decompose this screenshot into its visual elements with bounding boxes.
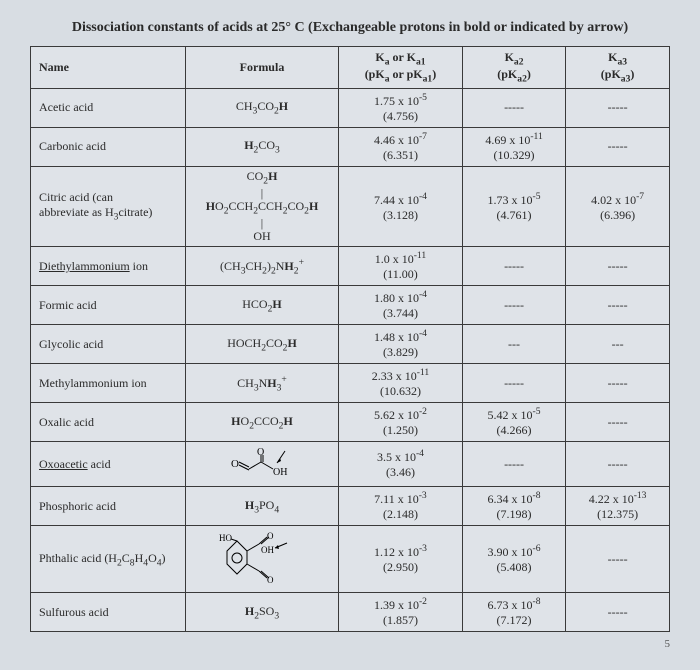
cell-ka1: 2.33 x 10-11(10.632) bbox=[339, 364, 463, 403]
cell-ka3: ----- bbox=[566, 127, 670, 166]
cell-ka1: 4.46 x 10-7(6.351) bbox=[339, 127, 463, 166]
cell-formula: H2SO3 bbox=[186, 593, 339, 632]
cell-ka3: ----- bbox=[566, 247, 670, 286]
cell-ka1: 1.0 x 10-11(11.00) bbox=[339, 247, 463, 286]
cell-ka3: ----- bbox=[566, 286, 670, 325]
cell-name: Formic acid bbox=[31, 286, 186, 325]
cell-ka2: 3.90 x 10-6(5.408) bbox=[462, 526, 565, 593]
table-header-row: Name Formula Ka or Ka1(pKa or pKa1) Ka2(… bbox=[31, 47, 670, 89]
cell-ka1: 1.39 x 10-2(1.857) bbox=[339, 593, 463, 632]
cell-ka1: 1.12 x 10-3(2.950) bbox=[339, 526, 463, 593]
cell-formula: HO2CCO2H bbox=[186, 403, 339, 442]
cell-name: Phthalic acid (H2C8H4O4) bbox=[31, 526, 186, 593]
cell-ka2: 6.34 x 10-8(7.198) bbox=[462, 487, 565, 526]
cell-ka1: 1.75 x 10-5(4.756) bbox=[339, 88, 463, 127]
cell-name: Acetic acid bbox=[31, 88, 186, 127]
svg-text:O: O bbox=[267, 531, 274, 541]
cell-formula: CO2H|HO2CCH2CCH2CO2H|OH bbox=[186, 166, 339, 246]
cell-ka1: 5.62 x 10-2(1.250) bbox=[339, 403, 463, 442]
cell-name: Carbonic acid bbox=[31, 127, 186, 166]
cell-formula: H3PO4 bbox=[186, 487, 339, 526]
cell-formula: O OH O HO bbox=[186, 526, 339, 593]
cell-name: Phosphoric acid bbox=[31, 487, 186, 526]
cell-formula: HOCH2CO2H bbox=[186, 325, 339, 364]
cell-ka3: ----- bbox=[566, 442, 670, 487]
page-number: 5 bbox=[30, 638, 670, 650]
cell-ka1: 7.11 x 10-3(2.148) bbox=[339, 487, 463, 526]
table-row: Methylammonium ion CH3NH3+ 2.33 x 10-11(… bbox=[31, 364, 670, 403]
cell-formula: CH3NH3+ bbox=[186, 364, 339, 403]
svg-text:OH: OH bbox=[273, 467, 287, 478]
cell-ka2: 6.73 x 10-8(7.172) bbox=[462, 593, 565, 632]
table-row: Sulfurous acid H2SO3 1.39 x 10-2(1.857) … bbox=[31, 593, 670, 632]
cell-name: Oxalic acid bbox=[31, 403, 186, 442]
col-ka2: Ka2(pKa2) bbox=[462, 47, 565, 89]
cell-ka3: ----- bbox=[566, 364, 670, 403]
cell-ka3: ----- bbox=[566, 526, 670, 593]
svg-text:O: O bbox=[231, 458, 239, 470]
cell-formula: HCO2H bbox=[186, 286, 339, 325]
cell-ka2: 4.69 x 10-11(10.329) bbox=[462, 127, 565, 166]
cell-formula: (CH3CH2)2NH2+ bbox=[186, 247, 339, 286]
table-row: Oxoacetic acid O O OH 3.5 x 10-4(3.46) -… bbox=[31, 442, 670, 487]
cell-ka2: ----- bbox=[462, 88, 565, 127]
acid-table: Name Formula Ka or Ka1(pKa or pKa1) Ka2(… bbox=[30, 46, 670, 632]
cell-ka2: ----- bbox=[462, 247, 565, 286]
cell-ka2: --- bbox=[462, 325, 565, 364]
cell-formula: O O OH bbox=[186, 442, 339, 487]
phthalic-structure-icon: O OH O HO bbox=[217, 529, 307, 589]
cell-ka2: 1.73 x 10-5(4.761) bbox=[462, 166, 565, 246]
cell-ka2: ----- bbox=[462, 364, 565, 403]
cell-name: Citric acid (canabbreviate as H3citrate) bbox=[31, 166, 186, 246]
table-row: Glycolic acid HOCH2CO2H 1.48 x 10-4(3.82… bbox=[31, 325, 670, 364]
page-title: Dissociation constants of acids at 25° C… bbox=[30, 20, 670, 36]
oxoacetic-structure-icon: O O OH bbox=[227, 445, 297, 479]
cell-ka3: ----- bbox=[566, 403, 670, 442]
cell-ka2: ----- bbox=[462, 442, 565, 487]
cell-ka2: 5.42 x 10-5(4.266) bbox=[462, 403, 565, 442]
svg-text:O: O bbox=[267, 575, 274, 585]
cell-ka1: 1.48 x 10-4(3.829) bbox=[339, 325, 463, 364]
svg-text:HO: HO bbox=[219, 533, 232, 543]
col-formula: Formula bbox=[186, 47, 339, 89]
cell-name: Glycolic acid bbox=[31, 325, 186, 364]
table-row: Oxalic acid HO2CCO2H 5.62 x 10-2(1.250) … bbox=[31, 403, 670, 442]
table-row: Citric acid (canabbreviate as H3citrate)… bbox=[31, 166, 670, 246]
table-row: Carbonic acid H2CO3 4.46 x 10-7(6.351) 4… bbox=[31, 127, 670, 166]
svg-text:OH: OH bbox=[261, 545, 274, 555]
cell-name: Diethylammonium ion bbox=[31, 247, 186, 286]
cell-formula: CH3CO2H bbox=[186, 88, 339, 127]
table-row: Diethylammonium ion (CH3CH2)2NH2+ 1.0 x … bbox=[31, 247, 670, 286]
cell-name: Sulfurous acid bbox=[31, 593, 186, 632]
col-name: Name bbox=[31, 47, 186, 89]
table-row: Phosphoric acid H3PO4 7.11 x 10-3(2.148)… bbox=[31, 487, 670, 526]
cell-ka1: 1.80 x 10-4(3.744) bbox=[339, 286, 463, 325]
cell-ka3: ----- bbox=[566, 593, 670, 632]
table-row: Phthalic acid (H2C8H4O4) O OH O HO 1.12 … bbox=[31, 526, 670, 593]
table-row: Formic acid HCO2H 1.80 x 10-4(3.744) ---… bbox=[31, 286, 670, 325]
cell-name: Methylammonium ion bbox=[31, 364, 186, 403]
cell-ka2: ----- bbox=[462, 286, 565, 325]
cell-ka1: 7.44 x 10-4(3.128) bbox=[339, 166, 463, 246]
cell-name: Oxoacetic acid bbox=[31, 442, 186, 487]
cell-ka1: 3.5 x 10-4(3.46) bbox=[339, 442, 463, 487]
cell-ka3: --- bbox=[566, 325, 670, 364]
cell-formula: H2CO3 bbox=[186, 127, 339, 166]
cell-ka3: 4.02 x 10-7(6.396) bbox=[566, 166, 670, 246]
col-ka3: Ka3(pKa3) bbox=[566, 47, 670, 89]
col-ka1: Ka or Ka1(pKa or pKa1) bbox=[339, 47, 463, 89]
table-row: Acetic acid CH3CO2H 1.75 x 10-5(4.756) -… bbox=[31, 88, 670, 127]
cell-ka3: ----- bbox=[566, 88, 670, 127]
cell-ka3: 4.22 x 10-13(12.375) bbox=[566, 487, 670, 526]
